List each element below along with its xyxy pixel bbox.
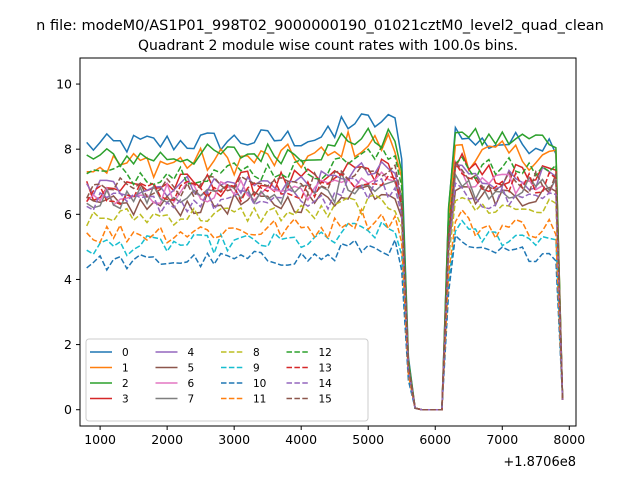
series-line-0: [86, 113, 564, 411]
y-tick-label: 6: [64, 207, 72, 222]
legend-label-10: 10: [253, 378, 266, 390]
x-tick-label: 2000: [151, 432, 183, 447]
series-line-6: [86, 159, 564, 411]
legend-label-2: 2: [122, 378, 129, 390]
y-tick-label: 10: [56, 77, 72, 92]
series-line-8: [86, 193, 564, 411]
y-tick-label: 0: [64, 402, 72, 417]
x-axis: 1000 2000 3000 4000 5000 6000 7000 8000: [84, 426, 585, 447]
x-tick-label: 8000: [553, 432, 585, 447]
legend-label-6: 6: [188, 378, 195, 390]
chart-title: Quadrant 2 module wise count rates with …: [138, 38, 518, 54]
series-line-13: [86, 160, 564, 411]
series-line-7: [86, 169, 564, 411]
series-line-3: [85, 151, 564, 411]
legend-box: [85, 338, 369, 422]
series-line-10: [86, 234, 564, 411]
x-offset-label: +1.8706e8: [503, 455, 576, 470]
series-line-15: [86, 160, 564, 411]
legend-label-1: 1: [122, 363, 129, 375]
legend-label-13: 13: [319, 363, 332, 375]
plot-area: [79, 57, 577, 427]
series-line-2: [86, 126, 564, 411]
series-line-9: [86, 219, 564, 411]
axes-frame: [79, 57, 577, 427]
y-axis: 0 2 4 6 8 10: [56, 77, 80, 417]
y-tick-label: 8: [64, 142, 72, 157]
x-tick-label: 5000: [352, 432, 384, 447]
y-tick-label: 2: [64, 337, 72, 352]
x-tick-label: 1000: [84, 432, 116, 447]
series-line-14: [86, 177, 564, 411]
legend-label-5: 5: [188, 363, 195, 375]
legend-label-14: 14: [319, 378, 333, 390]
series-line-11: [86, 207, 564, 411]
x-tick-label: 3000: [218, 432, 250, 447]
legend-label-9: 9: [253, 363, 260, 375]
x-tick-label: 7000: [486, 432, 518, 447]
legend-label-0: 0: [122, 347, 129, 359]
legend-label-15: 15: [319, 394, 332, 406]
legend-label-3: 3: [122, 394, 129, 406]
legend-label-12: 12: [319, 347, 332, 359]
x-tick-label: 6000: [419, 432, 451, 447]
legend-label-7: 7: [188, 394, 195, 406]
series-line-4: [86, 160, 564, 411]
y-tick-label: 4: [64, 272, 72, 287]
legend-label-8: 8: [253, 347, 260, 359]
x-tick-label: 4000: [285, 432, 317, 447]
series-line-12: [86, 145, 564, 411]
series-line-5: [86, 183, 564, 411]
legend-label-4: 4: [188, 347, 195, 359]
chart-suptitle: n file: modeM0/AS1P01_998T02_9000000190_…: [36, 18, 604, 34]
legend-label-11: 11: [253, 394, 266, 406]
